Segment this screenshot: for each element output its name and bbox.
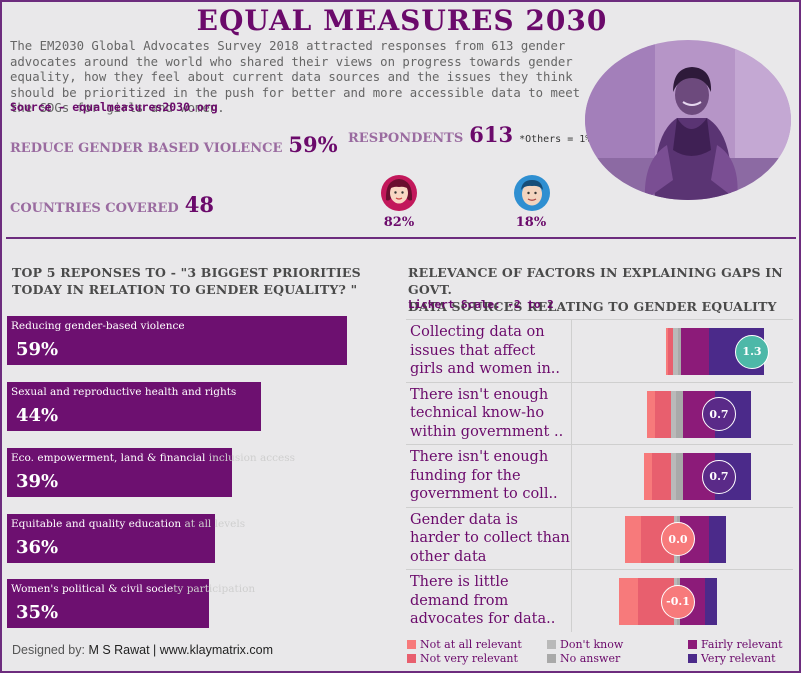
priority-bar-value: 35% xyxy=(16,602,59,623)
designer-label: Designed by: xyxy=(12,643,85,657)
relevance-row[interactable]: There is little demand from advocates fo… xyxy=(406,569,793,632)
woman-avatar-icon xyxy=(381,175,417,211)
legend-swatch xyxy=(407,654,416,663)
relevance-segment[interactable] xyxy=(625,515,642,563)
others-note: *Others = 1% xyxy=(519,134,592,145)
source-link[interactable]: Source - equalmeasures2030.org xyxy=(10,100,218,114)
relevance-segment[interactable] xyxy=(655,390,672,438)
legend-swatch xyxy=(688,654,697,663)
mean-score-badge: 0.7 xyxy=(702,459,736,494)
relevance-title-line2: DATA SOURCES RELATING TO GENDER EQUALITY xyxy=(408,299,777,314)
relevance-segment[interactable] xyxy=(643,453,652,501)
relevance-row-label: There isn't enough technical know-ho wit… xyxy=(410,386,564,440)
relevance-segment[interactable] xyxy=(668,328,673,375)
priority-bar-value: 36% xyxy=(16,537,59,558)
priority-bar[interactable] xyxy=(7,579,209,628)
priorities-bar-chart: Reducing gender-based violence 59% Sexual … xyxy=(2,302,402,632)
legend-swatch xyxy=(688,640,697,649)
priority-bar[interactable] xyxy=(7,316,348,365)
relevance-segment[interactable] xyxy=(676,453,683,501)
man-avatar-icon xyxy=(514,175,550,211)
relevance-segment[interactable] xyxy=(671,453,677,501)
legend-dont-know: Don't know xyxy=(547,638,623,651)
priority-bar-label: Equitable and quality education at all l… xyxy=(11,518,246,530)
relevance-segment[interactable] xyxy=(651,453,672,501)
priorities-title-line1: TOP 5 REPONSES TO - "3 BIGGEST PRIORITIE… xyxy=(12,265,361,280)
legend-label: Very relevant xyxy=(701,652,776,665)
legend-swatch xyxy=(547,654,556,663)
legend-no-answer: No answer xyxy=(547,652,620,665)
legend-not-very: Not very relevant xyxy=(407,652,518,665)
relevance-segment[interactable] xyxy=(681,328,709,375)
priorities-title-line2: TODAY IN RELATION TO GENDER EQUALITY? " xyxy=(12,282,358,297)
legend-swatch xyxy=(407,640,416,649)
mean-score-badge: 0.7 xyxy=(702,397,736,432)
intro-text: The EM2030 Global Advocates Survey 2018 … xyxy=(10,39,581,115)
relevance-segment[interactable] xyxy=(666,328,669,375)
designer-credit: Designed by: M S Rawat | www.klaymatrix.… xyxy=(12,643,273,657)
priority-bar-label: Women's political & civil society partic… xyxy=(11,583,256,595)
relevance-segment[interactable] xyxy=(677,328,682,375)
kpi-countries: COUNTRIES COVERED 48 xyxy=(10,192,214,217)
priority-bar-label: Eco. empowerment, land & financial inclu… xyxy=(11,452,296,464)
legend-not-at-all: Not at all relevant xyxy=(407,638,522,651)
relevance-row[interactable]: Collecting data on issues that affect gi… xyxy=(406,319,793,382)
kpi-respondents: RESPONDENTS 613 *Others = 1% xyxy=(348,122,591,147)
kpi-respondents-label: RESPONDENTS xyxy=(348,131,464,146)
legend-label: Fairly relevant xyxy=(701,638,783,651)
kpi-respondents-value: 613 xyxy=(469,122,514,147)
relevance-row-label: Collecting data on issues that affect gi… xyxy=(410,324,561,377)
legend-label: Don't know xyxy=(560,638,624,651)
table-divider xyxy=(571,319,572,632)
kpi-violence-value: 59% xyxy=(288,132,338,157)
mean-score-badge: -0.1 xyxy=(661,584,695,619)
relevance-row-label: There is little demand from advocates fo… xyxy=(410,574,556,628)
kpi-countries-label: COUNTRIES COVERED xyxy=(10,201,179,216)
mean-score-badge: 0.0 xyxy=(661,522,695,557)
priority-bar[interactable] xyxy=(7,382,261,431)
relevance-row[interactable]: Gender data is harder to collect than ot… xyxy=(406,506,793,570)
likert-scale-note: Lickert Scale: -2 to 2 xyxy=(408,298,554,311)
priority-bar[interactable] xyxy=(7,448,232,497)
priority-bar-value: 44% xyxy=(16,405,59,426)
relevance-segment[interactable] xyxy=(676,390,683,438)
male-percentage: 18% xyxy=(515,215,547,230)
priority-bar-label: Reducing gender-based violence xyxy=(11,320,185,332)
kpi-countries-value: 48 xyxy=(184,192,214,217)
relevance-row[interactable]: There isn't enough technical know-ho wit… xyxy=(406,381,793,445)
priority-bar-label: Sexual and reproductive health and right… xyxy=(11,386,237,398)
kpi-violence-label: REDUCE GENDER BASED VIOLENCE xyxy=(10,141,283,156)
legend-very: Very relevant xyxy=(688,652,776,665)
relevance-segment[interactable] xyxy=(618,578,639,626)
relevance-segment[interactable] xyxy=(647,390,656,438)
legend-label: No answer xyxy=(560,652,621,665)
mean-score-badge: 1.3 xyxy=(735,334,769,369)
legend-label: Not very relevant xyxy=(420,652,518,665)
relevance-segment[interactable] xyxy=(704,578,718,626)
female-percentage: 82% xyxy=(383,215,415,230)
legend-fairly: Fairly relevant xyxy=(688,638,783,651)
priority-bar[interactable] xyxy=(7,514,215,563)
section-divider xyxy=(6,237,796,239)
relevance-segment[interactable] xyxy=(672,328,678,375)
relevance-segment[interactable] xyxy=(671,390,677,438)
legend-label: Not at all relevant xyxy=(420,638,522,651)
relevance-segment[interactable] xyxy=(709,515,726,563)
woman-portrait-photo xyxy=(585,40,791,200)
relevance-row[interactable]: There isn't enough funding for the gover… xyxy=(406,444,793,507)
legend-swatch xyxy=(547,640,556,649)
relevance-stacked-chart: Collecting data on issues that affect gi… xyxy=(406,319,793,632)
priority-bar-value: 59% xyxy=(16,339,59,360)
relevance-row-label: There isn't enough funding for the gover… xyxy=(410,449,558,503)
relevance-title-line1: RELEVANCE OF FACTORS IN EXPLAINING GAPS … xyxy=(408,265,783,297)
relevance-title: RELEVANCE OF FACTORS IN EXPLAINING GAPS … xyxy=(408,264,799,315)
page-title: EQUAL MEASURES 2030 xyxy=(196,4,608,37)
priority-bar-value: 39% xyxy=(16,471,59,492)
relevance-row-label: Gender data is harder to collect than ot… xyxy=(410,511,570,565)
designer-name[interactable]: M S Rawat | www.klaymatrix.com xyxy=(88,643,273,657)
kpi-violence: REDUCE GENDER BASED VIOLENCE 59% xyxy=(10,132,338,157)
priorities-title: TOP 5 REPONSES TO - "3 BIGGEST PRIORITIE… xyxy=(12,264,361,298)
